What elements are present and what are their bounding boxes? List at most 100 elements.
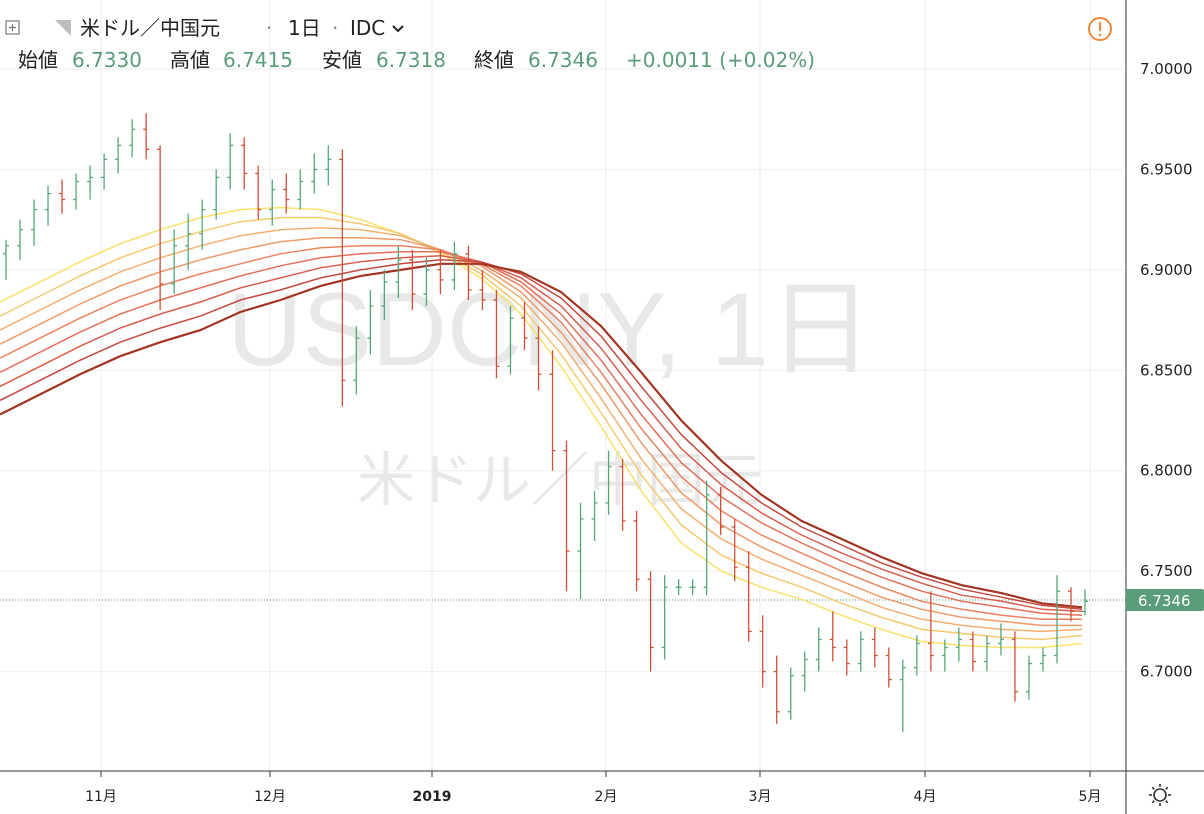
time-tick-6: 5月 xyxy=(1079,789,1102,805)
ohlc-bar-58 xyxy=(815,627,822,672)
ohlc-bar-31 xyxy=(437,249,444,294)
ohlc-bar-57 xyxy=(801,651,808,692)
alert-icon-dot xyxy=(1098,33,1102,37)
ohlc-bar-77 xyxy=(1082,589,1088,616)
ohlc-bar-18 xyxy=(255,165,262,220)
header-separator: · xyxy=(266,16,272,40)
ohlc-bar-28 xyxy=(395,245,402,298)
watermark-name: 米ドル／中国元 xyxy=(357,446,763,514)
ohlc-bar-64 xyxy=(899,659,906,732)
ohlc-bar-46 xyxy=(647,571,654,672)
ohlc-bar-4 xyxy=(59,179,66,214)
ohlc-bar-52 xyxy=(731,518,738,582)
close-label: 終値 xyxy=(474,48,514,72)
ohlc-bar-50 xyxy=(703,480,710,596)
ohlc-bar-47 xyxy=(661,575,668,660)
ohlc-bar-44 xyxy=(619,458,626,531)
ohlc-bar-24 xyxy=(339,149,346,407)
ma-line-8 xyxy=(0,262,1083,609)
ohlc-bar-34 xyxy=(479,269,486,311)
ma-ribbon xyxy=(0,206,1083,649)
ohlc-bar-2 xyxy=(31,199,38,246)
ohlc-bar-10 xyxy=(143,113,150,160)
ohlc-bar-53 xyxy=(745,551,752,642)
header: 米ドル／中国元 · 1日 · IDC 始値 6.7330 高値 6.7415 安… xyxy=(5,16,1112,72)
time-tick-3: 2月 xyxy=(595,789,618,805)
ohlc-bar-62 xyxy=(871,627,878,668)
ohlc-bar-19 xyxy=(269,179,276,226)
time-tick-2: 2019 xyxy=(413,789,452,805)
symbol-description[interactable]: 米ドル／中国元 xyxy=(80,16,220,40)
alert-icon[interactable] xyxy=(1088,17,1112,41)
ohlc-bar-40 xyxy=(563,440,570,592)
ma-line-7 xyxy=(0,259,1083,611)
ohlc-bar-26 xyxy=(367,289,374,355)
chevron-down-icon[interactable] xyxy=(392,25,404,33)
plus-square-icon[interactable] xyxy=(5,20,20,35)
change-value: +0.0011 (+0.02%) xyxy=(626,48,815,72)
price-tick-2: 6.9000 xyxy=(1140,261,1193,279)
ohlc-bar-59 xyxy=(829,611,836,662)
ohlc-bar-41 xyxy=(577,502,584,600)
ohlc-bar-29 xyxy=(409,249,416,311)
ma-line-5 xyxy=(0,251,1083,617)
ohlc-bars xyxy=(3,113,1088,732)
ma-line-6 xyxy=(0,255,1083,613)
price-tick-3: 6.8500 xyxy=(1140,361,1193,379)
ohlc-bar-42 xyxy=(591,490,598,542)
ma-line-4 xyxy=(0,245,1082,621)
ohlc-bar-36 xyxy=(507,306,514,375)
last-price-label: 6.7346 xyxy=(1138,592,1191,610)
ohlc-bar-25 xyxy=(353,326,360,395)
ohlc-bar-27 xyxy=(381,269,388,321)
ohlc-bar-3 xyxy=(45,185,52,226)
ohlc-bar-69 xyxy=(969,631,976,672)
flag-icon xyxy=(55,20,71,36)
last-price-tag: 6.7346 xyxy=(1126,589,1204,611)
ohlc-bar-73 xyxy=(1025,655,1032,700)
source-label[interactable]: IDC xyxy=(350,16,385,40)
ohlc-bar-60 xyxy=(843,639,850,676)
ohlc-bar-20 xyxy=(283,173,290,214)
ohlc-bar-16 xyxy=(227,133,234,190)
ohlc-bar-76 xyxy=(1067,587,1074,622)
high-label: 高値 xyxy=(170,48,210,72)
ohlc-bar-22 xyxy=(311,153,318,194)
ohlc-bar-66 xyxy=(927,591,934,672)
ohlc-bar-39 xyxy=(549,350,556,471)
ohlc-bar-54 xyxy=(759,615,766,688)
open-label: 始値 xyxy=(18,48,58,72)
ma-line-2 xyxy=(0,226,1083,633)
high-value: 6.7415 xyxy=(223,48,293,72)
ohlc-bar-1 xyxy=(17,219,24,260)
settings-gear-icon[interactable] xyxy=(1149,784,1171,806)
ohlc-bar-51 xyxy=(717,486,724,535)
ohlc-bar-63 xyxy=(885,647,892,688)
ohlc-bar-65 xyxy=(913,635,920,676)
price-tick-0: 7.0000 xyxy=(1140,60,1193,78)
open-value: 6.7330 xyxy=(72,48,142,72)
ohlc-bar-38 xyxy=(535,326,542,391)
ohlc-bar-72 xyxy=(1011,631,1018,702)
ohlc-bar-23 xyxy=(325,145,332,186)
interval-label[interactable]: 1日 xyxy=(288,16,321,40)
price-tick-4: 6.8000 xyxy=(1140,462,1193,480)
ohlc-bar-56 xyxy=(787,667,794,720)
close-value: 6.7346 xyxy=(528,48,598,72)
price-tick-6: 6.7000 xyxy=(1140,663,1193,681)
ma-line-3 xyxy=(0,236,1082,627)
ohlc-bar-55 xyxy=(773,655,780,724)
ohlc-bar-33 xyxy=(465,245,472,300)
ohlc-bar-49 xyxy=(689,579,696,596)
grid-lines xyxy=(0,0,1126,771)
time-tick-4: 3月 xyxy=(749,789,772,805)
ohlc-bar-75 xyxy=(1053,575,1060,664)
time-tick-0: 11月 xyxy=(85,789,117,805)
time-tick-5: 4月 xyxy=(914,789,937,805)
ohlc-bar-35 xyxy=(493,289,500,379)
ohlc-bar-37 xyxy=(521,301,528,351)
ohlc-bar-74 xyxy=(1039,647,1046,672)
ohlc-bar-7 xyxy=(101,153,108,190)
low-label: 安値 xyxy=(322,48,362,72)
